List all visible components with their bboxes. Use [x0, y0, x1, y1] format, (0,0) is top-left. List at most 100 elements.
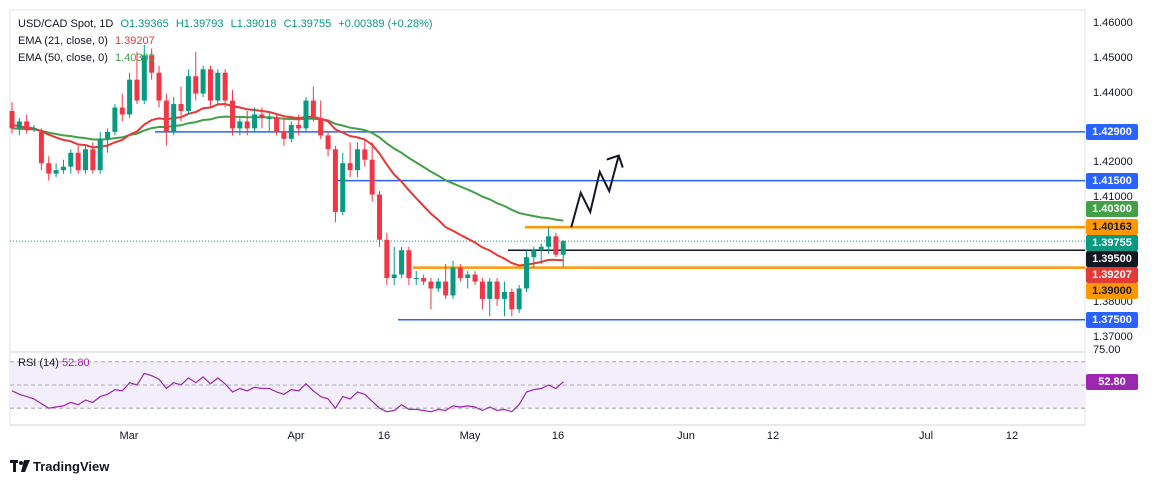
candle-body — [156, 72, 162, 101]
candle-body — [163, 100, 169, 132]
candle-body — [185, 76, 191, 111]
time-tick: Apr — [287, 430, 305, 442]
rsi-value: 52.80 — [62, 357, 90, 369]
chart-header-ohlc: USD/CAD Spot, 1D O1.39365 H1.39793 L1.39… — [18, 18, 437, 30]
candle-body — [487, 281, 493, 299]
candle-body — [134, 79, 140, 101]
time-tick: Mar — [119, 430, 139, 442]
ema21-label: EMA (21, close, 0) — [18, 35, 108, 47]
candle-body — [38, 131, 44, 164]
candle-body — [171, 104, 177, 132]
candle-body — [538, 246, 544, 251]
candle-body — [230, 100, 235, 129]
ema50-label: EMA (50, close, 0) — [18, 52, 108, 64]
ema50-line — [11, 115, 564, 222]
candle-body — [105, 131, 111, 139]
candle-body — [465, 274, 471, 279]
candle-body — [200, 69, 206, 94]
price-tick: 1.41000 — [1093, 191, 1133, 203]
candle-body — [399, 250, 405, 275]
open-value: O1.39365 — [120, 18, 169, 30]
change-value: +0.00389 (+0.28%) — [338, 18, 433, 30]
candle-body — [112, 107, 118, 132]
candle-body — [149, 55, 155, 73]
candle-body — [369, 159, 375, 195]
rsi-label: RSI (14) — [18, 357, 59, 369]
time-tick: 12 — [766, 430, 780, 442]
time-tick: 12 — [1005, 430, 1019, 442]
candle-body — [421, 278, 427, 282]
candle-body — [90, 149, 96, 171]
tradingview-logo[interactable]: TradingView — [10, 459, 109, 474]
candle-body — [193, 76, 199, 94]
price-level-label: 1.42900 — [1086, 124, 1138, 140]
rsi-legend[interactable]: RSI (14) 52.80 — [18, 357, 90, 369]
rsi-value-box: 52.80 — [1086, 374, 1138, 390]
candle-body — [494, 281, 500, 299]
candle-body — [377, 194, 382, 240]
ema50-value: 1.40300 — [114, 52, 155, 64]
candle-body — [127, 79, 133, 115]
candle-body — [281, 131, 287, 139]
candle-body — [501, 291, 507, 299]
ema21-value: 1.39207 — [114, 35, 155, 47]
candle-body — [443, 281, 449, 296]
time-tick: May — [459, 430, 481, 442]
candle-body — [141, 55, 147, 101]
candle-body — [406, 250, 412, 279]
candle-body — [553, 236, 559, 255]
candle-body — [266, 117, 272, 119]
candle-body — [259, 114, 265, 118]
price-tick: 1.45000 — [1093, 52, 1133, 64]
price-level-label: 1.39000 — [1086, 283, 1138, 299]
time-tick: Jun — [677, 430, 695, 442]
price-tick: 1.46000 — [1093, 17, 1133, 29]
candle-body — [318, 117, 324, 136]
candle-body — [479, 281, 485, 299]
candle-body — [509, 291, 515, 310]
candle-body — [222, 72, 228, 101]
low-value: L1.39018 — [230, 18, 277, 30]
price-level-label: 1.39207 — [1086, 267, 1138, 283]
candle-body — [472, 274, 478, 282]
candle-body — [60, 166, 66, 171]
candle-body — [9, 111, 15, 129]
candle-body — [16, 121, 22, 129]
candle-body — [516, 288, 522, 310]
candle-body — [310, 100, 316, 118]
price-level-label: 1.40300 — [1086, 201, 1138, 217]
candle-body — [435, 281, 441, 289]
candle-body — [391, 274, 397, 279]
candle-body — [332, 149, 338, 212]
candle-body — [75, 152, 81, 171]
candle-body — [274, 117, 280, 132]
candle-body — [207, 69, 213, 101]
candle-body — [119, 107, 125, 115]
projection-arrow — [570, 155, 620, 228]
ema21-line — [11, 102, 564, 267]
symbol-label: USD/CAD Spot, 1D — [18, 18, 114, 30]
price-level-label: 1.40163 — [1086, 219, 1138, 235]
candle-body — [450, 267, 456, 296]
candle-body — [215, 72, 221, 101]
candle-body — [24, 121, 30, 131]
rsi-line — [11, 372, 564, 413]
close-value: C1.39755 — [283, 18, 332, 30]
candle-body — [237, 121, 243, 129]
price-level-label: 1.39755 — [1086, 235, 1138, 251]
candle-body — [546, 236, 552, 247]
candle-body — [325, 135, 331, 150]
ema21-legend[interactable]: EMA (21, close, 0) 1.39207 — [18, 35, 159, 47]
candle-body — [524, 257, 529, 289]
price-level-label: 1.37500 — [1086, 312, 1138, 328]
candle-body — [252, 114, 258, 129]
time-tick: 16 — [377, 430, 391, 442]
ema50-legend[interactable]: EMA (50, close, 0) 1.40300 — [18, 52, 159, 64]
tradingview-logo-text: TradingView — [33, 459, 110, 474]
high-value: H1.39793 — [175, 18, 224, 30]
time-tick: Jul — [918, 430, 934, 442]
candle-body — [413, 278, 419, 280]
price-tick: 75.00 — [1093, 344, 1121, 356]
price-level-label: 1.39500 — [1086, 251, 1138, 267]
